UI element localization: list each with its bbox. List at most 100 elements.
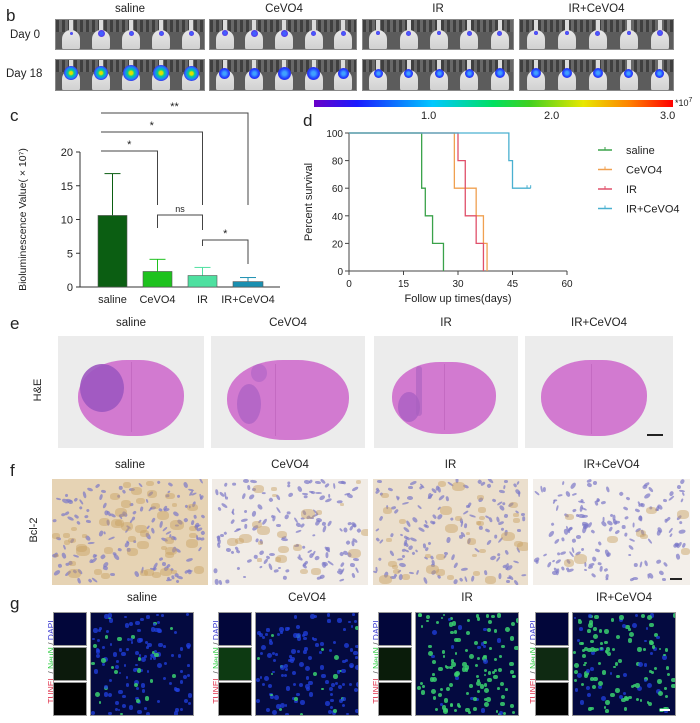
colorbar-tick: 2.0 xyxy=(544,110,560,122)
he-image-ir-cevo4 xyxy=(525,336,673,448)
svg-text:saline: saline xyxy=(98,294,127,306)
bli-image xyxy=(519,59,674,91)
svg-text:IR+CeVO4: IR+CeVO4 xyxy=(626,204,680,216)
he-image-ir xyxy=(374,336,518,448)
svg-text:20: 20 xyxy=(61,147,73,159)
svg-text:45: 45 xyxy=(507,279,519,290)
group-label: IR+CeVO4 xyxy=(568,3,625,15)
svg-text:ns: ns xyxy=(175,204,185,214)
svg-text:CeVO4: CeVO4 xyxy=(139,294,175,306)
ihc-image-saline xyxy=(52,479,208,585)
panel-label-c: c xyxy=(10,106,19,125)
bli-image xyxy=(362,59,514,91)
svg-text:CeVO4: CeVO4 xyxy=(626,165,662,177)
row-label-day18: Day 18 xyxy=(6,68,43,80)
tunel-thumbnail xyxy=(378,682,412,716)
svg-text:10: 10 xyxy=(61,215,73,227)
group-label: saline xyxy=(126,592,158,604)
svg-text:saline: saline xyxy=(626,145,655,157)
merged-fluorescence-image xyxy=(255,612,359,716)
dapi-thumbnail xyxy=(53,612,87,646)
bli-image xyxy=(209,59,357,91)
group-label: IR xyxy=(444,459,457,471)
tunel-thumbnail xyxy=(53,682,87,716)
tunel-thumbnail xyxy=(535,682,569,716)
group-label: saline xyxy=(114,459,146,471)
group-label: CeVO4 xyxy=(288,592,326,604)
svg-text:100: 100 xyxy=(326,129,343,140)
group-label: CeVO4 xyxy=(269,317,307,329)
group-label: IR+CeVO4 xyxy=(596,592,652,604)
group-label: saline xyxy=(115,317,147,329)
svg-text:*: * xyxy=(127,139,132,151)
svg-text:60: 60 xyxy=(332,184,344,195)
he-image-saline xyxy=(58,336,204,448)
row-label-bcl2: Bcl-2 xyxy=(28,517,40,543)
svg-text:0: 0 xyxy=(337,267,343,278)
merged-fluorescence-image xyxy=(90,612,194,716)
scale-bar xyxy=(670,578,682,580)
group-label: IR xyxy=(432,3,444,15)
svg-text:30: 30 xyxy=(452,279,464,290)
dapi-thumbnail xyxy=(378,612,412,646)
bar-chart-bioluminescence: 0 5 10 15 20 Bioluminescence Value( × 10⁷) sal… xyxy=(17,101,280,306)
bli-image xyxy=(519,19,674,50)
dapi-thumbnail xyxy=(218,612,252,646)
svg-text:20: 20 xyxy=(332,239,344,250)
svg-text:Bioluminescence Value( × 10⁷): Bioluminescence Value( × 10⁷) xyxy=(17,148,29,291)
ihc-image-ir xyxy=(373,479,528,585)
colorbar-tick: 1.0 xyxy=(421,110,437,122)
tunel-thumbnail xyxy=(218,682,252,716)
svg-text:*: * xyxy=(150,120,155,132)
colorbar-tick: 3.0 xyxy=(660,110,676,122)
svg-text:*: * xyxy=(223,228,228,240)
ihc-image-cevo4 xyxy=(212,479,368,585)
row-label-he: H&E xyxy=(32,378,44,402)
svg-text:40: 40 xyxy=(332,212,344,223)
svg-text:5: 5 xyxy=(67,248,73,260)
panel-label-b: b xyxy=(6,6,16,25)
svg-text:**: ** xyxy=(170,101,179,113)
merged-fluorescence-image xyxy=(415,612,519,716)
panel-label-f: f xyxy=(10,461,15,480)
neun-thumbnail xyxy=(535,647,569,681)
svg-text:IR+CeVO4: IR+CeVO4 xyxy=(221,294,275,306)
svg-text:0: 0 xyxy=(346,279,352,290)
bli-image xyxy=(55,19,205,50)
panel-label-e: e xyxy=(10,314,20,333)
svg-text:Percent survival: Percent survival xyxy=(303,163,315,241)
svg-text:IR: IR xyxy=(626,184,637,196)
bli-image xyxy=(362,19,514,50)
svg-text:15: 15 xyxy=(398,279,410,290)
colorbar xyxy=(314,100,673,107)
neun-thumbnail xyxy=(218,647,252,681)
group-label: IR+CeVO4 xyxy=(571,317,627,329)
colorbar-unit: *107 xyxy=(675,97,693,108)
svg-text:80: 80 xyxy=(332,157,344,168)
row-label-day0: Day 0 xyxy=(10,29,41,41)
neun-thumbnail xyxy=(378,647,412,681)
ihc-image-ir-cevo4 xyxy=(533,479,690,585)
svg-text:Follow up times(days): Follow up times(days) xyxy=(405,293,512,305)
group-label: CeVO4 xyxy=(265,3,303,15)
dapi-thumbnail xyxy=(535,612,569,646)
panel-label-d: d xyxy=(303,111,313,130)
group-label: IR xyxy=(440,317,452,329)
scale-bar xyxy=(660,709,670,711)
bli-image xyxy=(209,19,357,50)
svg-text:IR: IR xyxy=(197,294,208,306)
svg-text:60: 60 xyxy=(561,279,573,290)
bli-image xyxy=(55,59,205,91)
svg-text:15: 15 xyxy=(61,181,73,193)
group-label: saline xyxy=(114,3,146,15)
survival-chart: 0 20 40 60 80 100 0 15 30 45 60 Follow up times(day… xyxy=(303,129,680,305)
svg-text:0: 0 xyxy=(67,282,73,294)
neun-thumbnail xyxy=(53,647,87,681)
scale-bar xyxy=(647,434,663,436)
group-label: IR+CeVO4 xyxy=(583,459,640,471)
group-label: CeVO4 xyxy=(271,459,309,471)
merged-fluorescence-image xyxy=(572,612,676,716)
group-label: IR xyxy=(461,592,473,604)
panel-label-g: g xyxy=(10,594,20,613)
he-image-cevo4 xyxy=(211,336,365,448)
